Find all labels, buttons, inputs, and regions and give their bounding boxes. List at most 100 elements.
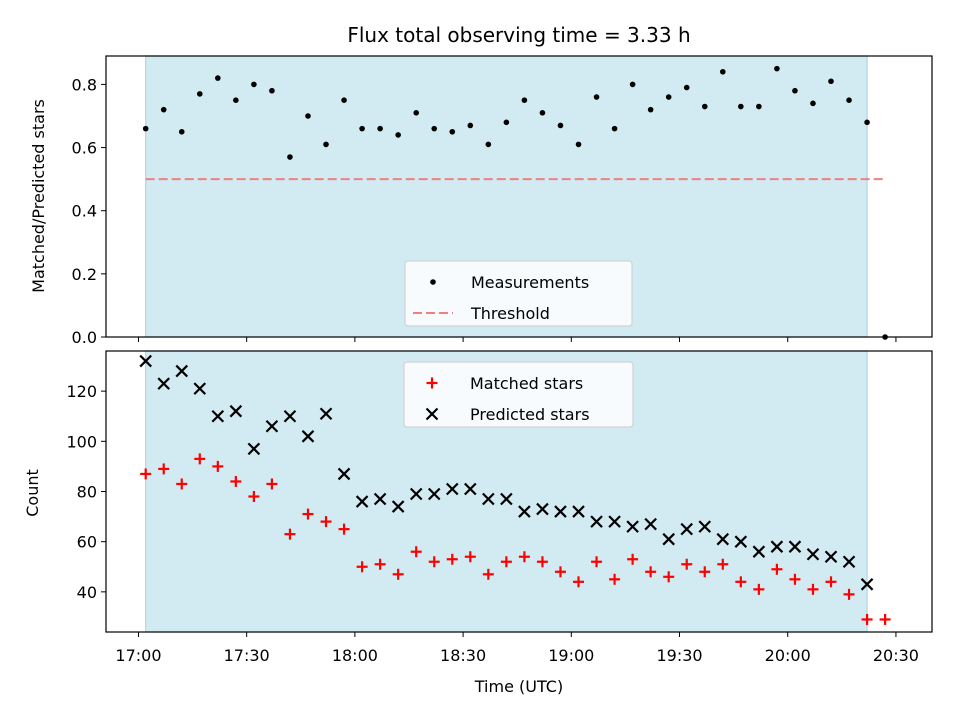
data-point bbox=[717, 558, 729, 570]
data-point bbox=[698, 520, 712, 533]
y-tick-label: 120 bbox=[66, 382, 97, 401]
axes-frame bbox=[105, 350, 933, 633]
data-point bbox=[413, 110, 420, 116]
data-point bbox=[752, 545, 766, 558]
data-point bbox=[824, 550, 838, 564]
data-point bbox=[178, 128, 185, 135]
y-tick-label: 80 bbox=[77, 483, 97, 502]
data-point bbox=[142, 125, 149, 132]
data-point bbox=[194, 453, 206, 465]
data-point bbox=[806, 547, 820, 561]
data-point bbox=[774, 65, 780, 72]
data-point bbox=[611, 125, 618, 132]
data-point bbox=[410, 546, 422, 558]
data-point bbox=[323, 141, 329, 148]
y-tick-label: 100 bbox=[66, 432, 97, 451]
bottom-y-axis-label: Count bbox=[23, 469, 42, 517]
data-point bbox=[215, 75, 221, 81]
data-point bbox=[665, 94, 672, 100]
data-point bbox=[701, 103, 708, 110]
data-point bbox=[158, 463, 170, 475]
legend-label: Threshold bbox=[470, 304, 550, 323]
data-point bbox=[211, 409, 225, 423]
data-point bbox=[627, 553, 639, 565]
data-point bbox=[593, 94, 600, 100]
legend-marker-dot bbox=[430, 279, 436, 285]
data-point bbox=[518, 505, 531, 518]
data-point bbox=[355, 495, 369, 508]
data-point bbox=[647, 106, 654, 113]
data-point bbox=[575, 141, 582, 148]
data-point bbox=[176, 478, 188, 490]
data-point bbox=[341, 97, 347, 104]
data-point bbox=[825, 576, 837, 588]
y-tick-label: 0.6 bbox=[72, 139, 97, 158]
data-point bbox=[681, 558, 693, 570]
legend-marker-plus bbox=[426, 377, 438, 389]
data-point bbox=[864, 119, 870, 126]
data-point bbox=[629, 81, 636, 88]
data-point bbox=[716, 532, 730, 546]
data-point bbox=[431, 125, 438, 132]
data-point bbox=[792, 87, 798, 94]
data-point bbox=[503, 119, 510, 126]
data-point bbox=[699, 566, 711, 578]
data-point bbox=[626, 520, 639, 533]
data-point bbox=[247, 442, 261, 456]
data-point bbox=[392, 568, 404, 580]
y-tick-label: 0.8 bbox=[72, 75, 97, 94]
y-tick-label: 60 bbox=[77, 533, 97, 552]
chart-title: Flux total observing time = 3.33 h bbox=[347, 23, 690, 47]
data-point bbox=[789, 573, 801, 585]
y-tick-label: 0.2 bbox=[72, 265, 97, 284]
data-point bbox=[500, 556, 512, 568]
legend-box bbox=[404, 260, 633, 327]
data-point bbox=[301, 430, 315, 443]
x-tick-label: 18:00 bbox=[332, 646, 378, 665]
data-point bbox=[861, 613, 873, 625]
data-point bbox=[645, 566, 657, 578]
x-tick-label: 19:30 bbox=[656, 646, 702, 665]
data-point bbox=[521, 97, 528, 104]
data-point bbox=[554, 566, 566, 578]
data-point bbox=[319, 407, 333, 421]
data-point bbox=[356, 561, 368, 573]
data-point bbox=[485, 141, 492, 148]
data-point bbox=[573, 576, 585, 588]
series-matched-stars bbox=[140, 453, 891, 625]
data-point bbox=[157, 377, 170, 390]
data-point bbox=[482, 568, 494, 580]
data-point bbox=[536, 502, 549, 516]
data-point bbox=[175, 364, 189, 378]
data-point bbox=[446, 553, 458, 565]
data-point bbox=[738, 103, 744, 110]
data-point bbox=[233, 97, 239, 104]
data-point bbox=[409, 487, 423, 501]
legend-marker-x bbox=[425, 407, 439, 421]
x-tick-label: 20:30 bbox=[873, 646, 919, 665]
data-point bbox=[770, 540, 784, 553]
data-point bbox=[557, 122, 564, 129]
data-point bbox=[591, 556, 603, 568]
data-point bbox=[810, 100, 816, 107]
data-point bbox=[283, 409, 297, 423]
data-point bbox=[445, 482, 459, 496]
x-tick-label: 20:00 bbox=[765, 646, 811, 665]
data-point bbox=[482, 492, 495, 506]
y-tick-label: 40 bbox=[77, 583, 97, 602]
data-point bbox=[683, 84, 690, 91]
data-point bbox=[662, 532, 675, 546]
data-point bbox=[305, 113, 311, 119]
data-point bbox=[590, 515, 603, 528]
data-point bbox=[756, 103, 762, 110]
legend-box bbox=[403, 361, 634, 428]
data-point bbox=[251, 81, 257, 88]
data-point bbox=[753, 583, 765, 595]
data-point bbox=[500, 492, 513, 506]
x-tick-label: 18:30 bbox=[440, 646, 486, 665]
data-point bbox=[572, 505, 585, 518]
data-point bbox=[554, 505, 567, 518]
data-point bbox=[828, 78, 834, 85]
x-tick-label: 17:00 bbox=[115, 646, 161, 665]
